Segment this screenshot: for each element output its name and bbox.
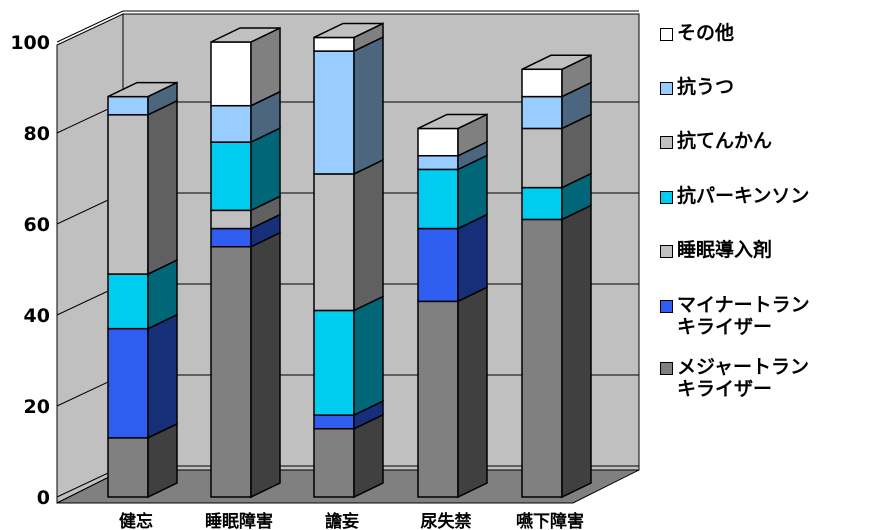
legend-swatch bbox=[660, 191, 673, 204]
bar-top bbox=[107, 81, 178, 98]
y-tick-label: 0 bbox=[37, 487, 50, 509]
legend-label: メジャートラン キライザー bbox=[677, 356, 810, 400]
bar-segment bbox=[313, 35, 384, 176]
bar-segment-front bbox=[313, 36, 355, 52]
bar-segment-front bbox=[521, 68, 563, 98]
y-tick-label: 60 bbox=[24, 214, 50, 236]
x-axis-labels: 健忘 睡眠障害 譫妄 尿失禁 嚥下障害 bbox=[119, 511, 584, 530]
bar-segment bbox=[417, 286, 488, 499]
bar-top bbox=[210, 27, 281, 43]
bar-segment-front bbox=[210, 41, 252, 107]
bar-segment-front bbox=[417, 227, 459, 303]
x-category-label: 尿失禁 bbox=[421, 511, 472, 530]
bar-segment bbox=[210, 231, 281, 499]
bar-segment-front bbox=[313, 50, 355, 175]
y-tick-label: 40 bbox=[24, 305, 50, 327]
y-axis-ticks: 0 20 40 60 80 100 bbox=[10, 32, 50, 509]
legend-item: 抗うつ bbox=[660, 76, 734, 98]
legend-label: その他 bbox=[677, 22, 735, 44]
legend-item: その他 bbox=[660, 22, 734, 44]
bar-segment-front bbox=[521, 186, 563, 221]
bar-segment-front bbox=[417, 127, 459, 157]
legend-item: メジャートラン キライザー bbox=[660, 356, 809, 400]
bar-segment-front bbox=[417, 300, 459, 498]
legend-swatch bbox=[660, 300, 673, 313]
y-tick-label: 20 bbox=[24, 396, 50, 418]
bar-segment-front bbox=[210, 227, 252, 248]
bar-top bbox=[521, 54, 592, 71]
x-category-label: 健忘 bbox=[119, 511, 153, 530]
legend-label: マイナートラン キライザー bbox=[677, 294, 810, 338]
legend-swatch bbox=[660, 136, 673, 149]
bar-top bbox=[313, 22, 384, 39]
legend-swatch bbox=[660, 28, 673, 41]
legend-swatch bbox=[660, 245, 673, 258]
bar-segment-front bbox=[521, 127, 563, 189]
bar-segment-front bbox=[107, 273, 149, 330]
legend-item: 睡眠導入剤 bbox=[660, 239, 772, 261]
bar-segment-front bbox=[210, 246, 252, 498]
bar-segment bbox=[313, 158, 384, 312]
y-tick-label: 80 bbox=[24, 123, 50, 145]
legend-label: 睡眠導入剤 bbox=[677, 239, 773, 261]
legend-label: 抗パーキンソン bbox=[677, 185, 810, 207]
bar-segment-side bbox=[147, 313, 178, 440]
bar-segment bbox=[210, 126, 281, 212]
bar-segment bbox=[521, 113, 592, 189]
bar-segment-front bbox=[210, 104, 252, 143]
bar-segment-front bbox=[417, 168, 459, 230]
x-category-label: 譫妄 bbox=[325, 511, 359, 530]
bar-segment-side bbox=[457, 213, 488, 303]
bar-segment-front bbox=[313, 428, 355, 498]
bar-segment bbox=[107, 313, 178, 440]
bar-segment-front bbox=[107, 437, 149, 498]
legend-label: 抗てんかん bbox=[677, 130, 773, 152]
bar-segment bbox=[210, 195, 281, 230]
bars bbox=[107, 22, 592, 499]
bar-segment-front bbox=[417, 155, 459, 171]
bar-segment-front bbox=[521, 218, 563, 498]
x-category-label: 嚥下障害 bbox=[516, 511, 584, 530]
bar-segment bbox=[313, 413, 384, 499]
bar-segment-front bbox=[107, 114, 149, 275]
bar-segment-side bbox=[561, 204, 592, 499]
bar-segment-side bbox=[457, 286, 488, 499]
bar-segment-side bbox=[353, 295, 384, 417]
bar-segment-side bbox=[250, 231, 281, 499]
bar-segment bbox=[417, 113, 488, 157]
bar-segment bbox=[107, 258, 178, 330]
bar-segment bbox=[521, 204, 592, 499]
bar-segment-side bbox=[353, 158, 384, 312]
legend-label: 抗うつ bbox=[677, 76, 735, 98]
bar-top bbox=[417, 113, 488, 130]
bar-segment-side bbox=[147, 99, 178, 276]
y-tick-label: 100 bbox=[10, 32, 50, 54]
legend-swatch bbox=[660, 362, 673, 375]
bar-segment-side bbox=[353, 35, 384, 176]
bar-segment bbox=[417, 154, 488, 230]
bar-segment-front bbox=[210, 209, 252, 230]
legend-item: マイナートラン キライザー bbox=[660, 294, 810, 338]
bar-segment bbox=[107, 81, 178, 116]
bar-segment-front bbox=[107, 95, 149, 116]
legend-swatch bbox=[660, 82, 673, 95]
legend-item: 抗てんかん bbox=[660, 130, 772, 152]
bar-segment bbox=[313, 22, 384, 53]
bar-segment bbox=[521, 81, 592, 130]
bar-segment-front bbox=[107, 327, 149, 439]
legend-item: 抗パーキンソン bbox=[660, 185, 809, 207]
bar-segment-front bbox=[313, 173, 355, 312]
bar-segment-front bbox=[210, 141, 252, 212]
bar-segment-front bbox=[521, 95, 563, 130]
bar-segment bbox=[210, 26, 281, 107]
bar-segment bbox=[107, 99, 178, 276]
gridline bbox=[56, 10, 639, 43]
bar-segment-front bbox=[313, 309, 355, 416]
bar-segment bbox=[313, 295, 384, 417]
x-category-label: 睡眠障害 bbox=[205, 511, 273, 530]
bar-segment-front bbox=[313, 414, 355, 430]
